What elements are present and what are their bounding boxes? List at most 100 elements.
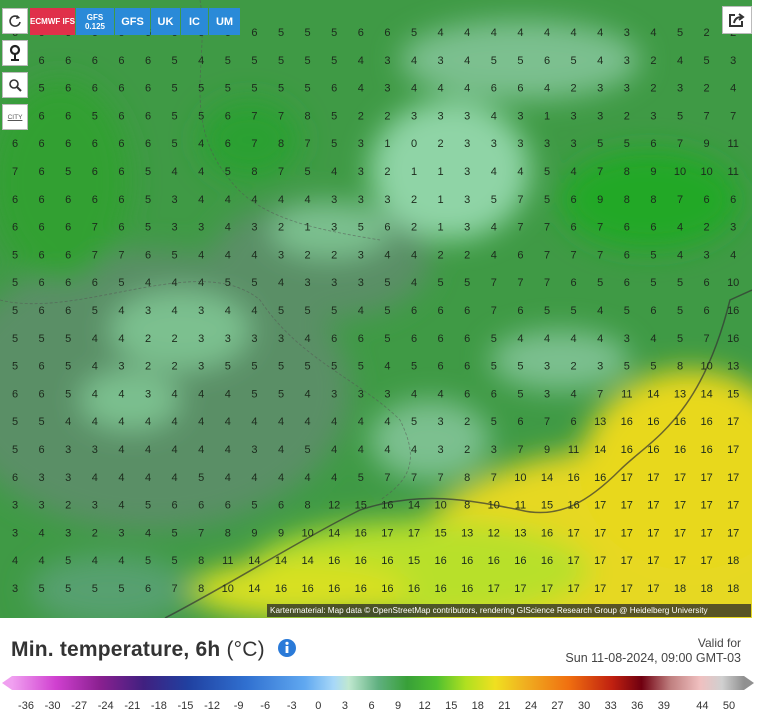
grid-value: 5 [118,583,124,595]
grid-value: 4 [118,444,124,456]
grid-value: 8 [464,500,470,512]
grid-value: 7 [704,110,710,122]
grid-value: 5 [225,55,231,67]
grid-value: 5 [597,138,603,150]
grid-value: 3 [358,166,364,178]
model-button[interactable]: ECMWF IFS [30,8,75,35]
grid-value: 3 [464,138,470,150]
grid-value: 2 [145,333,151,345]
grid-value: 5 [331,110,337,122]
grid-value: 3 [39,472,45,484]
model-button[interactable]: GFS [115,8,150,35]
grid-value: 4 [12,555,18,567]
grid-value: 7 [118,249,124,261]
model-button[interactable]: IC [181,8,208,35]
grid-value: 5 [597,277,603,289]
grid-value: 10 [700,361,712,373]
grid-value: 4 [358,416,364,428]
grid-value: 6 [65,110,71,122]
grid-value: 6 [624,249,630,261]
grid-value: 6 [464,361,470,373]
share-button[interactable] [722,6,752,34]
grid-value: 5 [65,583,71,595]
scale-tick-label: -27 [71,700,87,712]
grid-value: 5 [517,388,523,400]
grid-value: 6 [65,305,71,317]
grid-value: 4 [331,444,337,456]
grid-value: 17 [594,527,606,539]
grid-value: 17 [621,472,633,484]
grid-value: 6 [92,166,98,178]
grid-value: 17 [700,527,712,539]
map[interactable]: 6 6 6 6 6 6 6 6 6 6 5 5 5 6 6 5 4 4 4 4 4 4 4 3 4 5 2 2 7 6 6 6 6 6 5 4 5 5 5 5… [0,0,764,618]
city-button[interactable]: CITY [2,104,28,130]
grid-value: 14 [248,583,260,595]
model-button[interactable]: UM [209,8,240,35]
grid-value: 3 [358,194,364,206]
grid-value: 5 [225,361,231,373]
grid-value: 11 [727,166,738,178]
grid-value: 17 [594,555,606,567]
grid-value: 2 [411,194,417,206]
grid-value: 6 [650,305,656,317]
grid-value: 5 [358,361,364,373]
location-button[interactable] [2,40,28,66]
grid-value: 17 [567,527,579,539]
zoom-button[interactable] [2,72,28,98]
model-button[interactable]: GFS 0.125 [76,8,114,35]
grid-value: 16 [700,444,712,456]
grid-value: 1 [438,222,444,234]
scale-tick-label: 12 [419,700,431,712]
scale-tick-label: 36 [631,700,643,712]
grid-value: 5 [331,361,337,373]
grid-value: 2 [358,110,364,122]
grid-value: 11 [727,138,738,150]
grid-value: 4 [198,194,204,206]
grid-value: 4 [677,222,683,234]
grid-value: 17 [408,527,420,539]
grid-value: 3 [411,110,417,122]
grid-value: 4 [225,388,231,400]
grid-value: 5 [278,388,284,400]
grid-value: 5 [65,166,71,178]
grid-value: 17 [647,583,659,595]
grid-value: 5 [12,249,18,261]
grid-value: 16 [328,555,340,567]
grid-value: 3 [198,333,204,345]
grid-value: 5 [278,27,284,39]
grid-value: 5 [251,55,257,67]
grid-value: 6 [331,83,337,95]
refresh-button[interactable] [2,8,28,34]
grid-value: 3 [331,388,337,400]
grid-value: 4 [198,166,204,178]
grid-value: 5 [172,55,178,67]
grid-value: 7 [597,249,603,261]
unit: (°C) [226,638,265,661]
info-icon[interactable] [277,638,297,658]
grid-value: 4 [358,83,364,95]
grid-value: 16 [541,527,553,539]
grid-value: 17 [674,555,686,567]
grid-value: 5 [39,583,45,595]
grid-value: 7 [677,194,683,206]
grid-value: 7 [517,277,523,289]
grid-value: 7 [491,472,497,484]
grid-value: 4 [92,361,98,373]
grid-value: 3 [438,110,444,122]
grid-value: 4 [358,55,364,67]
grid-value: 6 [145,249,151,261]
grid-value: 4 [172,305,178,317]
grid-value: 7 [544,222,550,234]
grid-value: 5 [198,83,204,95]
grid-value: 4 [491,27,497,39]
grid-value: 5 [624,305,630,317]
grid-value: 5 [39,416,45,428]
grid-value: 4 [172,166,178,178]
grid-value: 17 [381,527,393,539]
grid-value: 16 [355,527,367,539]
grid-value: 4 [491,249,497,261]
model-button[interactable]: UK [151,8,180,35]
grid-value: 6 [39,361,45,373]
grid-value: 15 [541,500,553,512]
grid-value: 4 [331,416,337,428]
